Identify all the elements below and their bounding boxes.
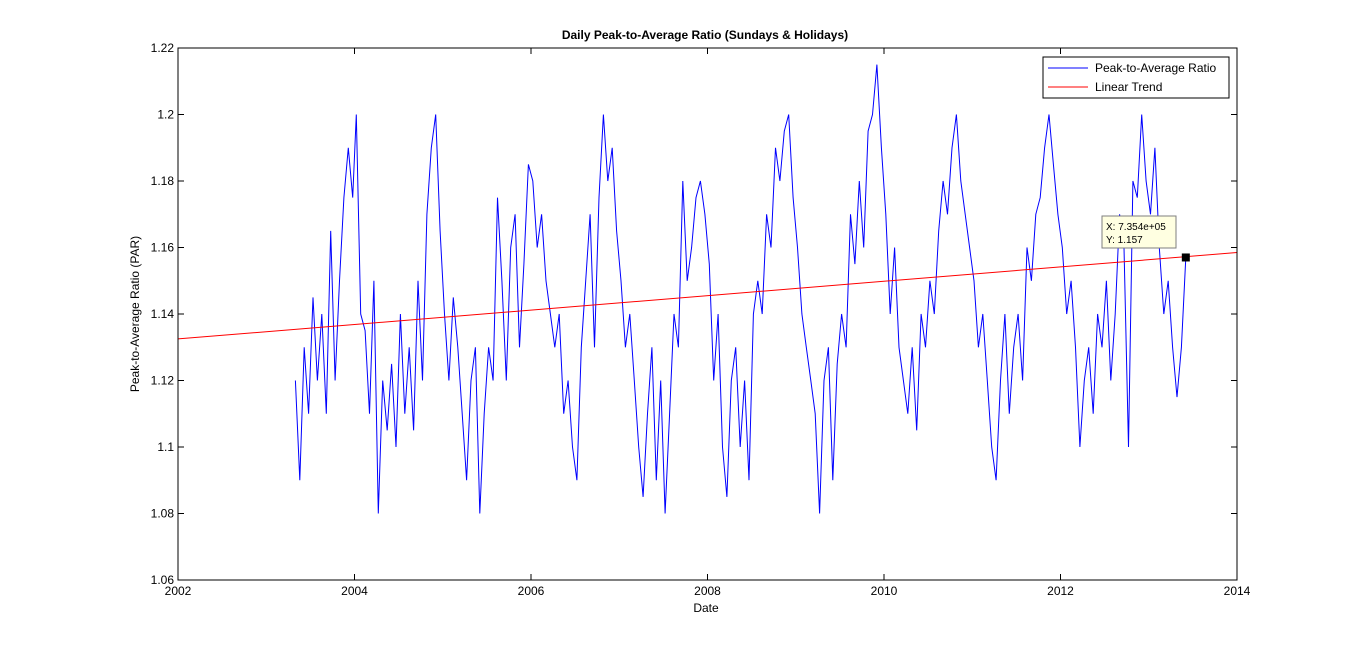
x-tick-label: 2008 bbox=[694, 584, 721, 598]
y-tick-label: 1.18 bbox=[151, 174, 175, 188]
x-axis-label: Date bbox=[693, 601, 719, 615]
series-line-peak-to-average-ratio bbox=[294, 64, 1187, 514]
x-tick-label: 2014 bbox=[1224, 584, 1251, 598]
y-tick-label: 1.12 bbox=[151, 374, 175, 388]
x-tick-label: 2006 bbox=[518, 584, 545, 598]
y-axis-label: Peak-to-Average Ratio (PAR) bbox=[128, 236, 142, 392]
x-tick-label: 2004 bbox=[341, 584, 368, 598]
y-tick-label: 1.16 bbox=[151, 241, 175, 255]
y-tick-label: 1.2 bbox=[157, 108, 174, 122]
legend-entry-peak-to-average-ratio: Peak-to-Average Ratio bbox=[1095, 61, 1217, 75]
data-tip-x-value: X: 7.354e+05 bbox=[1106, 222, 1166, 233]
series-line-linear-trend bbox=[177, 252, 1238, 340]
plot-series bbox=[177, 64, 1238, 514]
y-tick-label: 1.14 bbox=[151, 307, 175, 321]
y-tick-label: 1.1 bbox=[157, 440, 174, 454]
y-tick-label: 1.08 bbox=[151, 507, 175, 521]
data-tip[interactable]: X: 7.354e+05 Y: 1.157 bbox=[1101, 215, 1190, 262]
legend[interactable]: Peak-to-Average Ratio Linear Trend bbox=[1042, 56, 1230, 99]
data-tip-box bbox=[1101, 215, 1177, 249]
legend-box bbox=[1042, 56, 1230, 99]
legend-entry-linear-trend: Linear Trend bbox=[1095, 80, 1162, 94]
data-tip-y-value: Y: 1.157 bbox=[1106, 235, 1143, 246]
x-tick-label: 2010 bbox=[871, 584, 898, 598]
data-tip-marker[interactable] bbox=[1181, 253, 1190, 262]
x-tick-label: 2002 bbox=[165, 584, 192, 598]
chart-title: Daily Peak-to-Average Ratio (Sundays & H… bbox=[562, 28, 848, 42]
axes: 2002 2004 2006 2008 2010 2012 2014 1.06 1.08 1.1 1… bbox=[151, 41, 1251, 598]
y-tick-label: 1.06 bbox=[151, 573, 175, 587]
x-tick-label: 2012 bbox=[1047, 584, 1074, 598]
y-tick-label: 1.22 bbox=[151, 41, 175, 55]
